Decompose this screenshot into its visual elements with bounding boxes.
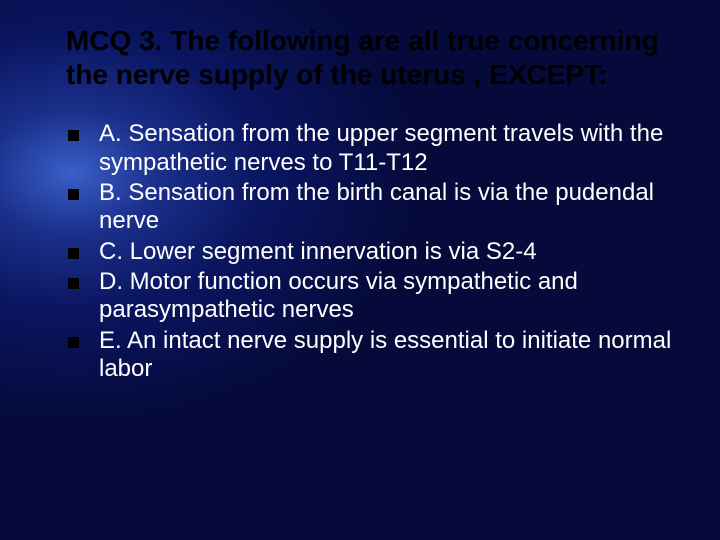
option-text: C. Lower segment innervation is via S2-4 bbox=[99, 238, 537, 266]
list-item: A. Sensation from the upper segment trav… bbox=[66, 120, 672, 177]
list-item: E. An intact nerve supply is essential t… bbox=[66, 327, 672, 384]
option-text: E. An intact nerve supply is essential t… bbox=[99, 327, 672, 384]
list-item: C. Lower segment innervation is via S2-4 bbox=[66, 238, 672, 266]
options-list: A. Sensation from the upper segment trav… bbox=[66, 120, 672, 383]
slide-container: MCQ 3. The following are all true concer… bbox=[0, 0, 720, 540]
question-title: MCQ 3. The following are all true concer… bbox=[66, 24, 672, 92]
square-bullet-icon bbox=[68, 189, 79, 200]
square-bullet-icon bbox=[68, 278, 79, 289]
square-bullet-icon bbox=[68, 130, 79, 141]
list-item: B. Sensation from the birth canal is via… bbox=[66, 179, 672, 236]
option-text: D. Motor function occurs via sympathetic… bbox=[99, 268, 672, 325]
option-text: A. Sensation from the upper segment trav… bbox=[99, 120, 672, 177]
square-bullet-icon bbox=[68, 337, 79, 348]
list-item: D. Motor function occurs via sympathetic… bbox=[66, 268, 672, 325]
option-text: B. Sensation from the birth canal is via… bbox=[99, 179, 672, 236]
square-bullet-icon bbox=[68, 248, 79, 259]
